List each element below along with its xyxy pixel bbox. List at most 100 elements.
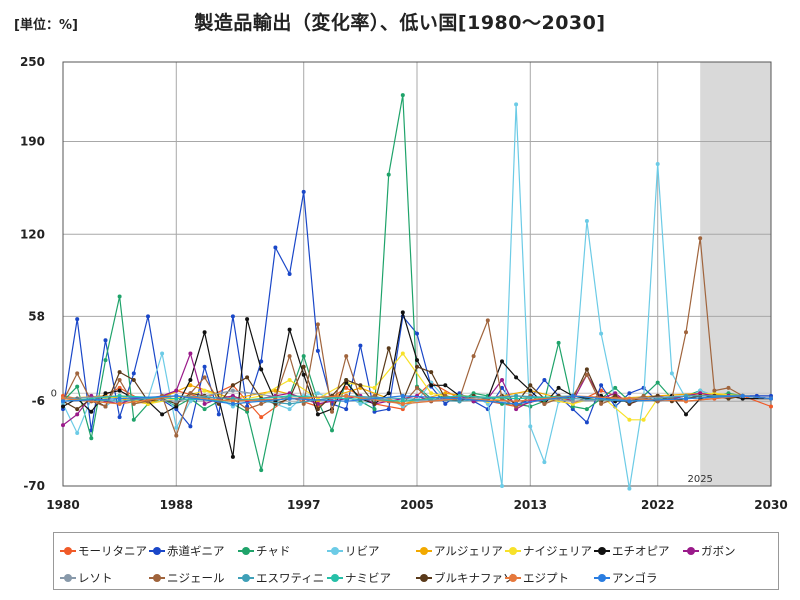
data-point <box>287 354 292 359</box>
legend-label: エチオピア <box>612 543 670 558</box>
legend-item: アルジェリア <box>416 539 505 562</box>
data-point <box>61 404 65 409</box>
chart-title: 製造品輸出（変化率）、低い国[1980～2030] <box>194 12 606 34</box>
data-point <box>500 484 504 488</box>
legend-label: リビア <box>345 543 380 558</box>
data-point <box>655 162 660 166</box>
data-point <box>740 393 745 398</box>
data-point <box>344 393 349 398</box>
data-point <box>117 378 122 382</box>
data-point <box>443 401 448 406</box>
data-point <box>301 372 306 377</box>
data-point <box>273 245 278 250</box>
data-point <box>117 370 122 375</box>
data-point <box>287 378 292 382</box>
data-point <box>230 314 235 319</box>
data-point <box>514 401 519 406</box>
series-line <box>62 395 772 405</box>
data-point <box>528 388 533 393</box>
data-point <box>330 428 334 433</box>
data-point <box>429 370 434 375</box>
data-point <box>117 294 122 299</box>
data-point <box>500 385 504 390</box>
data-point <box>415 385 419 390</box>
legend-marker-icon <box>238 545 254 557</box>
data-point <box>202 330 207 335</box>
legend-label: アルジェリア <box>434 543 503 558</box>
data-point <box>712 388 717 393</box>
data-point <box>75 384 80 389</box>
data-point <box>259 359 264 364</box>
data-point <box>429 391 434 396</box>
data-point <box>160 412 165 417</box>
data-point <box>230 454 235 459</box>
data-point <box>684 330 688 335</box>
data-point <box>584 407 589 412</box>
data-point <box>627 417 632 422</box>
data-point <box>315 407 320 412</box>
data-point <box>202 388 207 393</box>
data-point <box>230 401 235 406</box>
x-tick-label: 2030 <box>754 498 787 512</box>
legend-item: ブルキナファソ <box>416 566 515 589</box>
data-point <box>315 391 320 396</box>
data-point <box>400 401 405 406</box>
data-point <box>117 401 122 406</box>
legend-item: チャド <box>238 539 327 562</box>
data-point <box>188 424 193 429</box>
data-point <box>500 359 504 364</box>
data-point <box>599 383 604 388</box>
legend-item: 赤道ギニア <box>149 539 238 562</box>
data-point <box>485 318 490 323</box>
data-point <box>103 391 108 396</box>
data-point <box>400 351 405 356</box>
data-point <box>75 412 80 417</box>
data-point <box>131 401 136 406</box>
data-point <box>273 388 278 393</box>
series-line <box>62 103 772 490</box>
data-point <box>542 460 547 465</box>
x-tick-label: 1980 <box>46 498 79 512</box>
data-point <box>528 383 533 388</box>
legend-marker-icon <box>238 572 254 584</box>
data-point <box>160 351 165 356</box>
data-point <box>599 401 604 406</box>
y-tick-label: -70 <box>23 479 45 493</box>
data-point <box>202 401 207 406</box>
data-point <box>131 371 136 376</box>
data-point <box>259 367 264 372</box>
y-tick-label: 250 <box>20 55 45 69</box>
data-point <box>230 388 235 393</box>
data-point <box>287 327 292 332</box>
data-point <box>514 102 519 107</box>
data-point <box>415 364 419 369</box>
legend-marker-icon <box>416 545 432 557</box>
legend-item: エチオピア <box>594 539 683 562</box>
data-point <box>627 486 632 491</box>
data-point <box>372 407 377 412</box>
legend-marker-icon <box>416 572 432 584</box>
data-point <box>372 401 377 406</box>
data-point <box>372 385 377 390</box>
data-point <box>216 412 221 417</box>
data-point <box>287 396 292 401</box>
legend-marker-icon <box>149 572 165 584</box>
data-point <box>386 346 391 351</box>
data-point <box>684 412 688 417</box>
legend-item: アンゴラ <box>594 566 683 589</box>
data-point <box>131 417 136 422</box>
legend-label: チャド <box>256 543 291 558</box>
data-point <box>315 412 320 417</box>
legend-item: ニジェール <box>149 566 238 589</box>
data-point <box>174 388 179 393</box>
data-point <box>188 399 193 404</box>
data-point <box>443 383 448 388</box>
zero-label: 0 <box>51 388 57 399</box>
data-point <box>684 396 688 401</box>
data-point <box>344 407 349 412</box>
data-point <box>457 396 462 401</box>
x-tick-label: 1988 <box>160 498 193 512</box>
data-point <box>542 378 547 382</box>
data-point <box>230 383 235 388</box>
data-point <box>259 468 264 473</box>
